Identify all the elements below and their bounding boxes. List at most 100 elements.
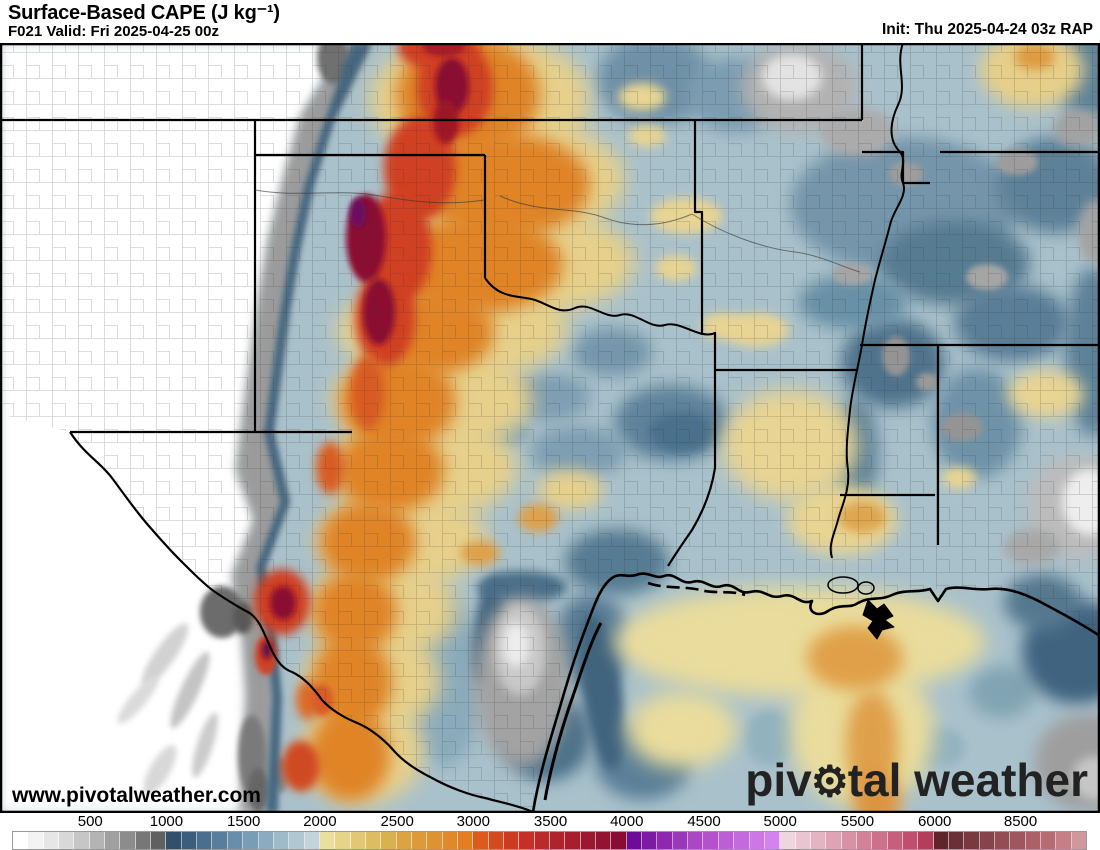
legend-cell [688, 832, 704, 849]
legend-cell [642, 832, 658, 849]
legend-cell [243, 832, 259, 849]
legend-cell [918, 832, 934, 849]
legend-cell [135, 832, 152, 849]
legend-cell [304, 832, 320, 849]
legend-cell [902, 832, 919, 849]
legend-tick: 4500 [687, 813, 721, 830]
legend-cell [427, 832, 443, 849]
legend-cell [933, 832, 949, 849]
legend-cell [810, 832, 827, 849]
legend-cell [626, 832, 643, 849]
legend-cell [1025, 832, 1042, 849]
legend-cell [887, 832, 903, 849]
legend-cell [672, 832, 689, 849]
barrier-islands [543, 622, 603, 801]
legend-tick: 1500 [227, 813, 261, 830]
red-river [484, 277, 716, 336]
legend-tick: 3500 [533, 813, 568, 830]
legend-cell [550, 832, 566, 849]
valid-time-label: F021 Valid: Fri 2025-04-25 00z [8, 23, 219, 40]
legend-cell [28, 832, 44, 849]
legend-cell [197, 832, 213, 849]
legend-cell [995, 832, 1011, 849]
legend-cell [457, 832, 474, 849]
logo-text-pre: piv [745, 754, 812, 806]
legend-cell [948, 832, 965, 849]
legend-tick: 1000 [149, 813, 184, 830]
legend-tick: 6000 [918, 813, 952, 830]
watermark: www.pivotalweather.com [12, 784, 261, 807]
legend-cell [488, 832, 504, 849]
legend-cell [411, 832, 428, 849]
legend-cell [1056, 832, 1072, 849]
legend-cell [473, 832, 489, 849]
legend-cell [565, 832, 581, 849]
legend-cell [442, 832, 458, 849]
cape-field-svg [0, 43, 1100, 813]
legend-tick: 3000 [456, 813, 490, 830]
legend-cell [611, 832, 627, 849]
legend-cell [212, 832, 228, 849]
gulf-coastline [531, 572, 1100, 813]
legend-cell [749, 832, 765, 849]
pivotal-weather-logo: piv ⚙ tal weather [745, 753, 1088, 807]
legend-cell [703, 832, 719, 849]
legend-cell [657, 832, 673, 849]
gear-icon: ⚙ [810, 757, 849, 805]
legend-ticks: 500 1000 1500 2000 2500 3000 3500 4000 4500 5000 5… [13, 813, 1086, 830]
legend-cell [1041, 832, 1057, 849]
legend-cell [596, 832, 612, 849]
legend-tick: 5000 [763, 813, 797, 830]
legend-cell [795, 832, 811, 849]
legend-cell [504, 832, 520, 849]
legend-colorbar [12, 831, 1087, 850]
legend-cell [856, 832, 873, 849]
legend-cell [151, 832, 167, 849]
lake-pontchartrain [827, 576, 875, 595]
legend-tick: 2500 [380, 813, 414, 830]
legend-cell [166, 832, 182, 849]
mississippi-river [829, 43, 905, 559]
legend-cell [841, 832, 857, 849]
legend-cell [979, 832, 995, 849]
legend-cell [519, 832, 535, 849]
legend-cell [872, 832, 888, 849]
legend-cell [59, 832, 75, 849]
legend-cell [396, 832, 412, 849]
legend-tick: 500 [77, 813, 103, 830]
legend-cell [273, 832, 290, 849]
legend-cell [227, 832, 244, 849]
legend-cell [74, 832, 90, 849]
map-frame [0, 43, 1100, 813]
legend-cell [964, 832, 980, 849]
rio-grande [69, 431, 534, 813]
legend-cell [289, 832, 305, 849]
legend-cell [780, 832, 796, 849]
state-borders [0, 43, 1100, 567]
louisiana-islands [647, 581, 746, 597]
legend-tick: 2000 [303, 813, 337, 830]
legend-cell [350, 832, 366, 849]
legend-cell [258, 832, 274, 849]
legend-tick: 5500 [840, 813, 875, 830]
legend-cell [764, 832, 781, 849]
legend-cell [580, 832, 597, 849]
legend-cell [13, 832, 29, 849]
legend-cell [43, 832, 60, 849]
map-borders-and-rivers [0, 43, 1100, 813]
legend-cell [718, 832, 735, 849]
legend-cell [1010, 832, 1026, 849]
legend-cell [534, 832, 551, 849]
legend-cell [120, 832, 136, 849]
legend-cell [89, 832, 106, 849]
mississippi-delta [862, 599, 895, 640]
legend-cell [181, 832, 198, 849]
init-time-label: Init: Thu 2025-04-24 03z RAP [881, 21, 1093, 38]
legend-cell [381, 832, 397, 849]
map-header: Surface-Based CAPE (J kg⁻¹) F021 Valid: … [0, 0, 1100, 43]
county-lines-overlay [0, 43, 1100, 813]
thin-rivers [254, 189, 861, 273]
legend-cell [365, 832, 382, 849]
legend-cell [826, 832, 842, 849]
